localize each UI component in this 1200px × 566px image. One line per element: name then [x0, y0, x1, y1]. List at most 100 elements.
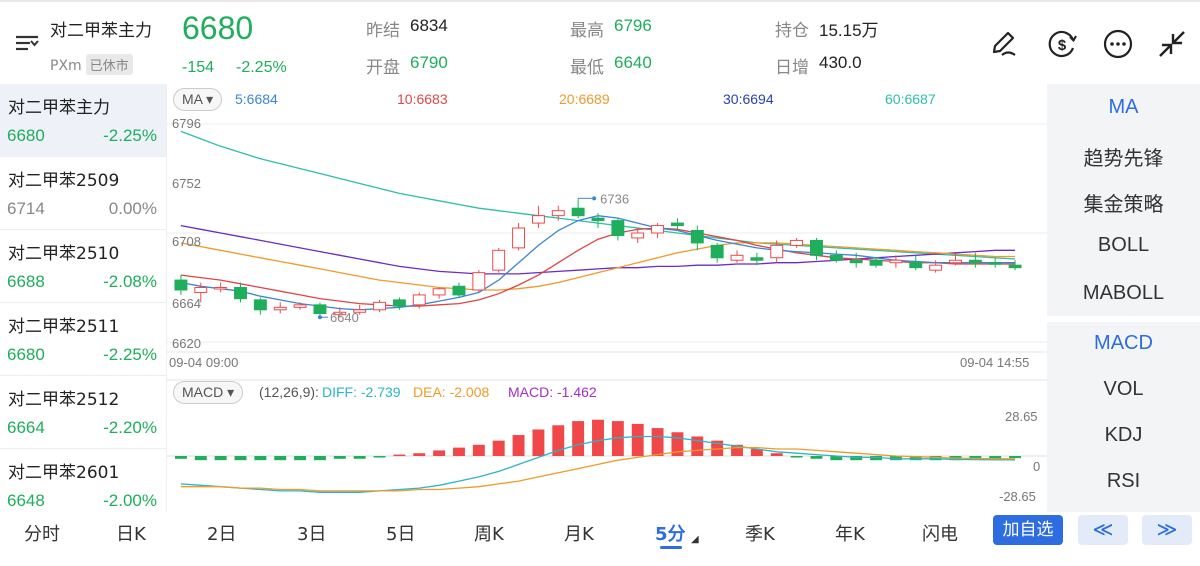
collapse-icon[interactable]	[1156, 28, 1188, 60]
candle-body	[690, 230, 704, 244]
dea-line	[180, 446, 1016, 492]
candle-body	[472, 272, 486, 291]
indicator-maboll[interactable]: MABOLL	[1082, 282, 1165, 304]
period-tab-year[interactable]: 年K	[835, 524, 865, 545]
low-label: 最低	[570, 58, 604, 78]
macd-diff-value: DIFF: -2.739	[322, 384, 401, 400]
kline-chart-area[interactable]: MA ▾ 5:6684 10:6683 20:6689 30:6694 60:6…	[166, 84, 1047, 512]
currency-icon[interactable]: $	[1046, 28, 1078, 60]
period-tab-quarter[interactable]: 季K	[745, 524, 775, 545]
candle-body	[929, 264, 943, 271]
contract-item[interactable]: 对二甲苯主力 6680 -2.25%	[0, 84, 166, 157]
macd-bar	[234, 456, 247, 461]
macd-bar	[631, 423, 644, 456]
dropdown-corner-icon[interactable]: ◢	[691, 534, 699, 545]
indicator-trend[interactable]: 趋势先锋	[1083, 148, 1164, 170]
indicator-rsi[interactable]: RSI	[1106, 470, 1141, 492]
contract-item[interactable]: 对二甲苯2509 6714 0.00%	[0, 157, 166, 230]
macd-bar	[889, 456, 902, 461]
candle-body	[829, 254, 843, 261]
macd-selector[interactable]: MACD ▾	[173, 381, 244, 404]
macd-bar	[532, 429, 545, 456]
candle-body	[670, 222, 684, 227]
macd-bar	[294, 456, 307, 461]
ma-legend: MA ▾ 5:6684 10:6683 20:6689 30:6694 60:6…	[167, 88, 1047, 112]
edit-icon[interactable]	[988, 28, 1020, 60]
macd-bar	[651, 428, 664, 456]
macd-bar	[770, 453, 783, 456]
open-interest-value: 15.15万	[819, 21, 879, 40]
candle-body	[452, 285, 466, 296]
contract-name: 对二甲苯2511	[8, 317, 120, 337]
ma20-value: 20:6689	[559, 91, 610, 107]
time-end-label: 09-04 14:55	[960, 355, 1030, 370]
price-tick: 6708	[172, 234, 201, 249]
period-tab-5min[interactable]: 5分	[655, 524, 686, 545]
macd-axis-top: 28.65	[1005, 409, 1038, 424]
contract-change-pct: -2.25%	[103, 126, 157, 145]
contract-name: 对二甲苯2601	[8, 463, 120, 483]
period-tab-month[interactable]: 月K	[564, 524, 594, 545]
macd-bar	[969, 456, 982, 459]
indicator-kdj[interactable]: KDJ	[1104, 424, 1143, 446]
candle-body	[194, 287, 208, 293]
high-marker-dot	[592, 196, 597, 201]
candle-body	[770, 244, 784, 259]
oi-change-value: 430.0	[819, 53, 862, 72]
indicator-strategy[interactable]: 集金策略	[1083, 194, 1164, 216]
period-tab-3day[interactable]: 3日	[297, 524, 327, 545]
ma-selector[interactable]: MA ▾	[173, 88, 223, 111]
candle-body	[353, 309, 367, 313]
open-interest-label: 持仓	[775, 21, 809, 41]
add-watchlist-button[interactable]: 加自选	[993, 515, 1063, 545]
period-tab-flash[interactable]: 闪电	[922, 524, 958, 545]
candle-body	[234, 287, 247, 300]
candle-body	[730, 254, 744, 261]
macd-legend: MACD ▾ (12,26,9): DIFF: -2.739 DEA: -2.0…	[167, 381, 1047, 405]
macd-bar	[870, 456, 883, 461]
candle-body	[849, 259, 863, 264]
candle-body	[1008, 264, 1022, 269]
ma10-line	[180, 227, 1016, 307]
indicator-boll[interactable]: BOLL	[1097, 234, 1150, 256]
contract-price: 6688	[7, 272, 45, 291]
more-icon[interactable]	[1102, 28, 1134, 60]
period-tab-week[interactable]: 周K	[474, 524, 504, 545]
period-tab-day[interactable]: 日K	[116, 524, 146, 545]
macd-bar	[472, 444, 485, 456]
contract-price: 6680	[7, 126, 45, 145]
macd-bar	[393, 454, 406, 457]
indicator-macd[interactable]: MACD	[1094, 332, 1153, 354]
indicator-vol[interactable]: VOL	[1103, 378, 1144, 400]
period-bar: 分时 日K 2日 3日 5日 周K 月K 5分 ◢ 季K 年K 闪电 加自选 ≪…	[0, 512, 1200, 566]
macd-bar	[433, 450, 446, 456]
contract-item[interactable]: 对二甲苯2512 6664 -2.20%	[0, 376, 166, 449]
instrument-name[interactable]: 对二甲苯主力	[50, 21, 152, 41]
prev-settle-label: 昨结	[366, 21, 400, 41]
contract-item[interactable]: 对二甲苯2601 6648 -2.00%	[0, 449, 166, 512]
macd-selector-label: MACD	[182, 384, 224, 400]
scroll-right-button[interactable]: ≫	[1142, 515, 1192, 545]
contract-item[interactable]: 对二甲苯2510 6688 -2.08%	[0, 230, 166, 303]
price-change-pct: -2.25%	[236, 59, 287, 76]
macd-bar	[274, 456, 287, 461]
menu-icon[interactable]	[14, 32, 40, 54]
candlestick-chart[interactable]: 6736 6640	[167, 84, 1047, 512]
indicator-panel: MA 趋势先锋 集金策略 BOLL MABOLL MACD VOL KDJ RS…	[1047, 84, 1200, 512]
contract-change-pct: -2.25%	[103, 345, 157, 364]
macd-bar	[750, 449, 763, 456]
contract-item[interactable]: 对二甲苯2511 6680 -2.25%	[0, 303, 166, 376]
period-tab-2day[interactable]: 2日	[207, 524, 237, 545]
period-tab-5day[interactable]: 5日	[386, 524, 416, 545]
contract-price: 6680	[7, 345, 45, 364]
scroll-left-button[interactable]: ≪	[1078, 515, 1128, 545]
ma20-line	[180, 242, 1016, 291]
contract-name: 对二甲苯主力	[8, 98, 110, 118]
indicator-ma[interactable]: MA	[1108, 96, 1139, 118]
ma-selector-label: MA	[182, 91, 203, 107]
macd-bar	[512, 435, 525, 456]
macd-bar	[671, 432, 684, 456]
period-tab-intraday[interactable]: 分时	[24, 524, 60, 545]
candle-body	[968, 259, 982, 264]
macd-bar	[313, 456, 326, 461]
